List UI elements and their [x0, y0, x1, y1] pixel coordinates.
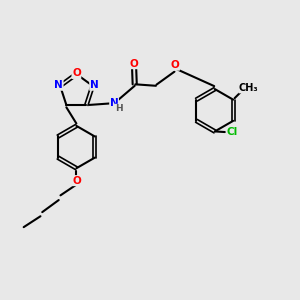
- Text: N: N: [90, 80, 98, 90]
- Text: O: O: [171, 60, 179, 70]
- Text: H: H: [115, 104, 122, 113]
- Text: O: O: [72, 176, 81, 186]
- Text: CH₃: CH₃: [239, 83, 259, 93]
- Text: Cl: Cl: [227, 127, 238, 137]
- Text: N: N: [110, 98, 118, 109]
- Text: N: N: [54, 80, 63, 90]
- Text: O: O: [72, 68, 81, 78]
- Text: O: O: [130, 59, 139, 69]
